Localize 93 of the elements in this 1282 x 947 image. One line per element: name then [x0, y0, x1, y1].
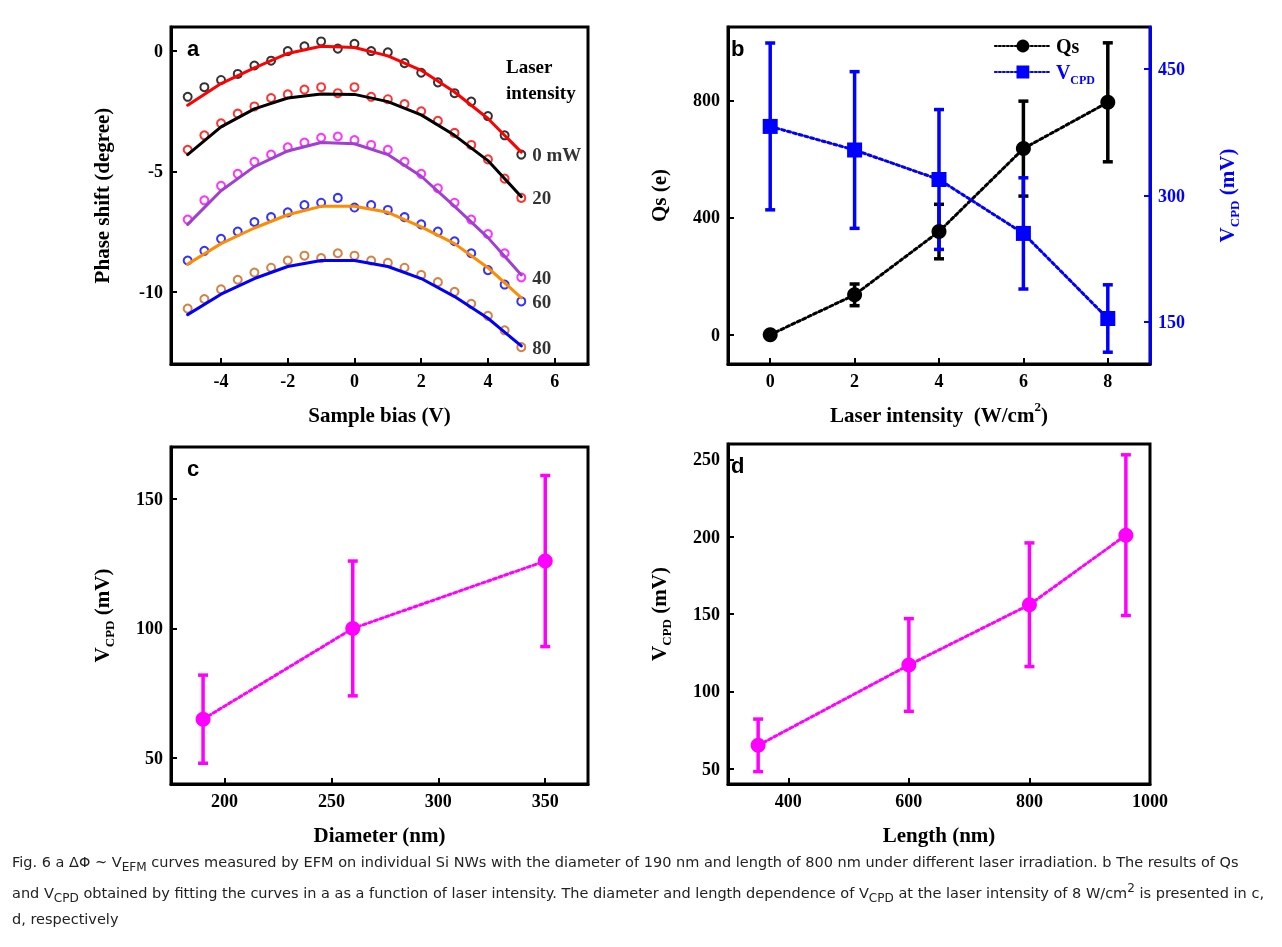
y-axis-title: Phase shift (degree)	[89, 107, 114, 284]
point	[901, 657, 917, 673]
series-label: 20	[532, 187, 552, 209]
point	[382, 144, 393, 155]
point	[1015, 225, 1031, 241]
x-tick-label: 4	[934, 371, 944, 391]
x-tick-label: 0	[765, 371, 775, 391]
point	[316, 82, 327, 93]
y-tick-label: 800	[693, 90, 720, 111]
x-axis-title: Length (nm)	[882, 822, 996, 847]
y2-axis-title: VCPD (mV)	[1214, 148, 1242, 243]
point	[266, 93, 277, 104]
point	[931, 171, 947, 187]
x-tick-label: 0	[349, 371, 359, 391]
y-axis-title: Qs (e)	[646, 168, 671, 223]
point	[199, 195, 210, 206]
point	[249, 267, 260, 278]
y2-tick-label: 450	[1158, 59, 1185, 80]
point	[847, 142, 863, 158]
x-tick-label: 2	[416, 371, 426, 391]
x-tick-label: 600	[895, 791, 923, 811]
y-axis-title: VCPD (mV)	[89, 568, 117, 663]
y-tick-label: 0	[711, 324, 720, 345]
x-tick-label: 250	[317, 791, 345, 811]
legend-label: Qs	[1055, 35, 1080, 57]
x-axis-title: Sample bias (V)	[308, 402, 451, 427]
point	[182, 91, 193, 102]
x-tick-label: 8	[1103, 371, 1113, 391]
y-tick-label: 400	[693, 207, 720, 228]
x-tick-label: 400	[774, 791, 802, 811]
annotation: a	[187, 35, 200, 61]
y2-tick-label: 300	[1158, 185, 1185, 206]
y-tick-label: 100	[693, 681, 720, 702]
series-label: 60	[532, 290, 552, 312]
point	[1100, 94, 1116, 110]
x-tick-label: 200	[210, 791, 238, 811]
y2-tick-label: 150	[1158, 311, 1185, 332]
annotation: b	[731, 35, 745, 61]
point	[332, 192, 343, 203]
series-label: 0 mW	[532, 144, 582, 166]
x-axis-title: Diameter (nm)	[313, 822, 446, 847]
x-tick-label: 2	[850, 371, 860, 391]
y-tick-label: 50	[145, 748, 163, 769]
annotation: c	[187, 455, 200, 481]
point	[762, 118, 778, 134]
point	[537, 553, 553, 569]
point	[316, 36, 327, 47]
point	[1015, 141, 1031, 157]
point	[345, 620, 361, 636]
point	[1100, 311, 1116, 327]
series-label: 80	[532, 336, 552, 358]
point	[299, 250, 310, 261]
annotation: Laser intensity	[506, 55, 577, 103]
point	[1118, 527, 1134, 543]
x-tick-label: 800	[1015, 791, 1043, 811]
point	[316, 132, 327, 143]
x-tick-label: 6	[550, 371, 560, 391]
y-tick-label: 150	[693, 604, 720, 624]
point	[750, 737, 766, 753]
point	[195, 711, 211, 727]
y-tick-label: 50	[702, 758, 720, 779]
x-tick-label: 300	[424, 791, 452, 811]
point	[332, 248, 343, 259]
y-tick-label: 250	[693, 449, 720, 470]
point	[299, 200, 310, 211]
point	[249, 216, 260, 227]
point	[299, 84, 310, 95]
x-tick-label: 6	[1018, 371, 1028, 391]
y-tick-label: 150	[136, 488, 163, 509]
y-tick-label: -5	[148, 161, 163, 182]
point	[762, 327, 778, 343]
point	[1021, 597, 1037, 613]
y-tick-label: 100	[136, 618, 163, 639]
point	[432, 277, 443, 288]
point	[332, 131, 343, 142]
annotation: d	[731, 452, 745, 478]
point	[282, 255, 293, 266]
y-tick-label: 0	[154, 41, 163, 62]
point	[931, 224, 947, 240]
point	[232, 274, 243, 285]
series-label: 40	[532, 266, 552, 288]
text: Fig. 6 a ΔΦ ~ V$_{EFM}$ curves measured by EFM on individual Si NWs with the diameter of 190 nm and length of 800 nm under different laser irradiation. b The results of Qs and V$_{CPD}$ obtained by fitting the curves in a as a function of laser intensity. The diameter and length dependence of V$_{CPD}$ at the laser intensity of 8 W/cm$^{2}$ is presented in c, d, respectively	[12, 854, 1265, 927]
point	[349, 82, 360, 93]
y-axis-title: VCPD (mV)	[646, 567, 674, 661]
y-tick-label: 200	[693, 526, 720, 547]
x-tick-label: -4	[213, 371, 229, 391]
x-tick-label: 1000	[1132, 791, 1168, 811]
x-tick-label: -2	[280, 371, 296, 391]
y-tick-label: -10	[139, 281, 163, 302]
x-tick-label: 4	[483, 371, 493, 391]
x-tick-label: 350	[531, 791, 559, 811]
point	[199, 82, 210, 93]
point	[199, 294, 210, 304]
